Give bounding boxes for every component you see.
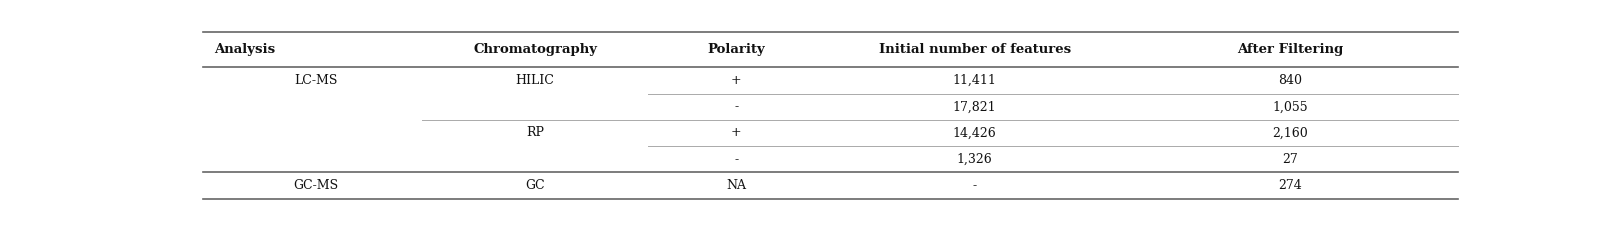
Text: 27: 27	[1283, 153, 1298, 166]
Text: 274: 274	[1278, 179, 1302, 192]
Text: LC-MS: LC-MS	[293, 74, 337, 87]
Text: 2,160: 2,160	[1273, 126, 1309, 139]
Text: +: +	[731, 126, 742, 139]
Text: -: -	[734, 100, 739, 113]
Text: -: -	[972, 179, 977, 192]
Text: 1,326: 1,326	[957, 153, 993, 166]
Text: Analysis: Analysis	[214, 43, 275, 57]
Text: NA: NA	[726, 179, 747, 192]
Text: GC-MS: GC-MS	[293, 179, 339, 192]
Text: RP: RP	[526, 126, 544, 139]
Text: After Filtering: After Filtering	[1238, 43, 1343, 57]
Text: 14,426: 14,426	[953, 126, 996, 139]
Text: 11,411: 11,411	[953, 74, 996, 87]
Text: 1,055: 1,055	[1273, 100, 1309, 113]
Text: Chromatography: Chromatography	[473, 43, 598, 57]
Text: 840: 840	[1278, 74, 1302, 87]
Text: GC: GC	[525, 179, 544, 192]
Text: Initial number of features: Initial number of features	[878, 43, 1071, 57]
Text: -: -	[734, 153, 739, 166]
Text: +: +	[731, 74, 742, 87]
Text: 17,821: 17,821	[953, 100, 996, 113]
Text: HILIC: HILIC	[515, 74, 554, 87]
Text: Polarity: Polarity	[708, 43, 765, 57]
